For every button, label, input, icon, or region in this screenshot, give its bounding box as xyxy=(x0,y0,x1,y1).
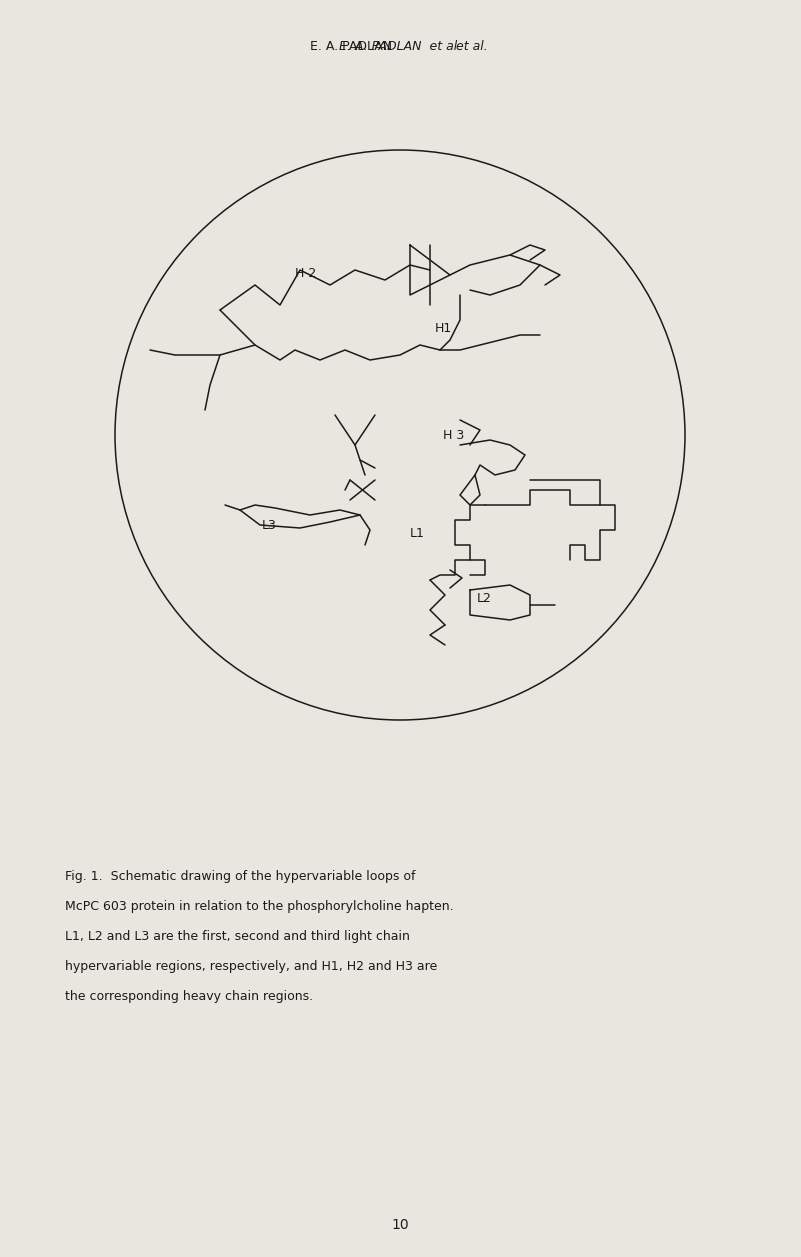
Text: E. A. PADLAN  et al.: E. A. PADLAN et al. xyxy=(339,40,461,54)
Text: et al.: et al. xyxy=(400,40,488,54)
Text: H1: H1 xyxy=(435,322,453,336)
Text: McPC 603 protein in relation to the phosphorylcholine hapten.: McPC 603 protein in relation to the phos… xyxy=(65,900,453,913)
Text: E. A. PADLAN: E. A. PADLAN xyxy=(310,40,400,54)
Text: L2: L2 xyxy=(477,592,492,605)
Text: L3: L3 xyxy=(262,519,277,532)
Text: Fig. 1.  Schematic drawing of the hypervariable loops of: Fig. 1. Schematic drawing of the hyperva… xyxy=(65,870,416,882)
Text: H 3: H 3 xyxy=(443,429,465,442)
Text: hypervariable regions, respectively, and H1, H2 and H3 are: hypervariable regions, respectively, and… xyxy=(65,960,437,973)
Text: 10: 10 xyxy=(391,1218,409,1232)
Text: L1: L1 xyxy=(410,527,425,541)
Text: L1, L2 and L3 are the first, second and third light chain: L1, L2 and L3 are the first, second and … xyxy=(65,930,410,943)
Text: the corresponding heavy chain regions.: the corresponding heavy chain regions. xyxy=(65,991,313,1003)
Text: H 2: H 2 xyxy=(295,266,316,280)
